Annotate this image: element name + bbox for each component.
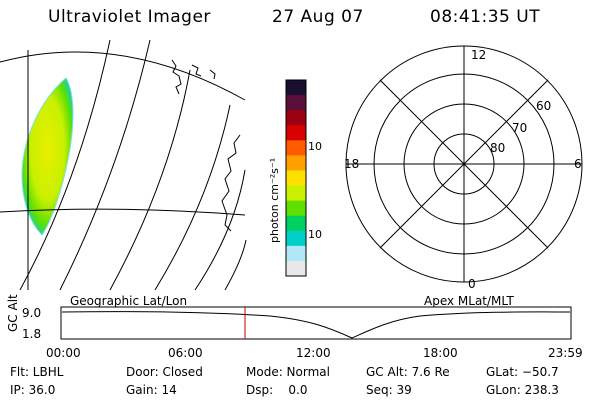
colorbar-tick-10: 10 xyxy=(308,228,322,241)
colorbar-segment xyxy=(286,260,306,277)
seq-info: Seq: 39 xyxy=(366,383,412,397)
colorbar-segment xyxy=(286,185,306,202)
orbit-altitude-plot xyxy=(60,306,572,340)
orbit-y-tick-top: 9.0 xyxy=(22,306,42,320)
lat-label-70: 70 xyxy=(512,121,527,135)
filter-info: Flt: LBHL xyxy=(10,365,64,379)
orbit-left-title: Geographic Lat/Lon xyxy=(70,294,188,308)
gain-info: Gain: 14 xyxy=(126,383,177,397)
orbit-x-tick-3: 18:00 xyxy=(423,346,458,360)
gc-alt-info: GC Alt: 7.6 Re xyxy=(366,365,450,379)
colorbar-segment xyxy=(286,155,306,171)
colorbar-tick-100: 100 xyxy=(308,140,322,153)
orbit-x-tick-4: 23:59 xyxy=(548,346,583,360)
glat-info: GLat: −50.7 xyxy=(486,365,559,379)
polar-grid xyxy=(345,45,583,283)
time-label: 08:41:35 UT xyxy=(430,7,541,27)
colorbar-segment xyxy=(286,215,306,232)
colorbar-segment xyxy=(286,230,306,247)
colorbar-segment xyxy=(286,80,306,96)
date-label: 27 Aug 07 xyxy=(272,7,364,27)
orbit-right-title: Apex MLat/MLT xyxy=(424,294,514,308)
ip-info: IP: 36.0 xyxy=(10,383,56,397)
colorbar-segment xyxy=(286,140,306,156)
colorbar-segment xyxy=(286,95,306,111)
colorbar-segment xyxy=(286,110,306,126)
lat-label-60: 60 xyxy=(536,99,551,113)
mlt-label-bottom: 0 xyxy=(468,277,476,291)
aurora-emission xyxy=(21,77,74,236)
mlt-label-left: 18 xyxy=(344,157,359,171)
colorbar-segment xyxy=(286,170,306,187)
geographic-grid xyxy=(0,40,247,290)
mlt-label-right: 6 xyxy=(574,157,582,171)
glon-info: GLon: 238.3 xyxy=(486,383,559,397)
orbit-x-tick-0: 00:00 xyxy=(46,346,81,360)
mode-info: Mode: Normal xyxy=(246,365,330,379)
mlt-label-top: 12 xyxy=(471,48,486,62)
orbit-y-tick-bottom: 1.8 xyxy=(22,327,42,341)
orbit-x-tick-1: 06:00 xyxy=(168,346,203,360)
instrument-title: Ultraviolet Imager xyxy=(48,7,211,27)
colorbar-unit-label: photon cm⁻²s⁻¹ xyxy=(268,158,281,243)
orbit-x-tick-2: 12:00 xyxy=(296,346,331,360)
polar-plot: 12 18 6 0 60 70 80 xyxy=(344,45,583,291)
orbit-y-label: GC Alt xyxy=(6,294,20,332)
door-info: Door: Closed xyxy=(126,365,203,379)
dsp-info: Dsp: 0.0 xyxy=(246,383,308,397)
colorbar-segment xyxy=(286,200,306,217)
coastline xyxy=(171,59,241,232)
geographic-image-panel xyxy=(0,40,247,290)
colorbar-segment xyxy=(286,125,306,141)
colorbar: 100 10 photon cm⁻²s⁻¹ xyxy=(268,79,322,277)
lat-label-80: 80 xyxy=(490,141,505,155)
colorbar-segment xyxy=(286,245,306,262)
